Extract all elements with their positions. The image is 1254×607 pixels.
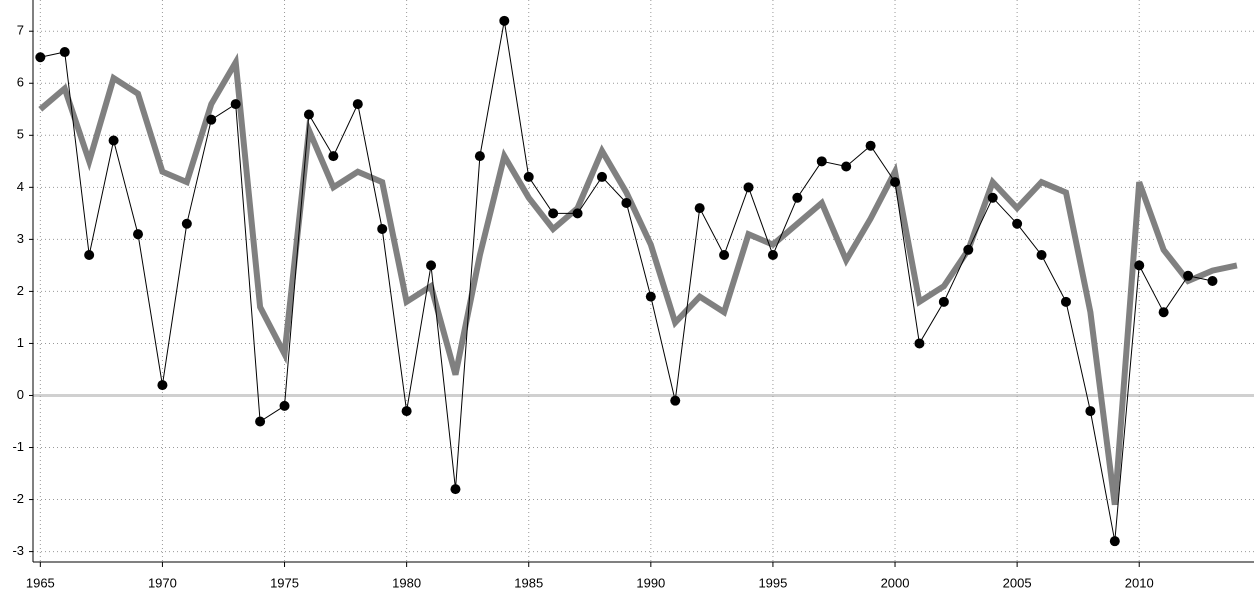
point <box>767 249 778 260</box>
point <box>621 197 632 208</box>
point <box>328 151 339 162</box>
y-tick-label: 1 <box>17 335 24 350</box>
point <box>670 395 681 406</box>
point <box>1036 249 1047 260</box>
point <box>426 260 437 271</box>
point <box>841 161 852 172</box>
point <box>377 223 388 234</box>
x-tick-label: 2000 <box>881 575 910 590</box>
point <box>1207 276 1218 286</box>
y-tick-label: 4 <box>17 179 24 194</box>
point <box>401 406 412 417</box>
point <box>719 249 730 260</box>
point <box>157 380 168 391</box>
point <box>450 484 461 495</box>
y-tick-label: 5 <box>17 127 24 142</box>
x-tick-label: 2005 <box>1003 575 1032 590</box>
series-line <box>38 52 1238 506</box>
point <box>1158 307 1169 318</box>
point <box>987 192 998 203</box>
x-tick-label: 1975 <box>270 575 299 590</box>
point <box>1085 406 1096 417</box>
point <box>1060 296 1071 307</box>
y-tick-label: 2 <box>17 283 24 298</box>
point <box>572 208 583 219</box>
point <box>59 47 70 58</box>
point <box>499 15 510 26</box>
point <box>181 218 192 229</box>
point <box>279 400 290 411</box>
point <box>133 229 144 240</box>
y-tick-label: 3 <box>17 231 24 246</box>
point <box>938 296 949 307</box>
y-tick-label: -1 <box>12 439 24 454</box>
x-tick-label: 2010 <box>1125 575 1154 590</box>
x-tick-label: 1985 <box>514 575 543 590</box>
point <box>84 249 95 260</box>
point <box>230 99 241 110</box>
point <box>352 99 363 110</box>
point <box>914 338 925 349</box>
point <box>1109 536 1120 547</box>
y-tick-label: 6 <box>17 75 24 90</box>
point <box>694 203 705 214</box>
y-tick-label: 0 <box>17 387 24 402</box>
point <box>303 109 314 120</box>
y-tick-label: 7 <box>17 23 24 38</box>
point <box>1183 270 1194 281</box>
y-tick-label: -2 <box>12 491 24 506</box>
x-tick-label: 1965 <box>26 575 55 590</box>
point <box>596 171 607 182</box>
x-tick-label: 1970 <box>148 575 177 590</box>
point <box>792 192 803 203</box>
point <box>890 177 901 188</box>
y-tick-label: -3 <box>12 543 24 558</box>
point <box>35 52 46 63</box>
point <box>523 171 534 182</box>
x-tick-label: 1995 <box>758 575 787 590</box>
point <box>865 140 876 151</box>
point <box>474 151 485 162</box>
point <box>816 156 827 167</box>
x-tick-label: 1990 <box>636 575 665 590</box>
point <box>548 208 559 219</box>
point <box>255 416 266 427</box>
x-tick-label: 1980 <box>392 575 421 590</box>
point <box>743 182 754 193</box>
point <box>963 244 974 255</box>
point <box>206 114 217 125</box>
point <box>645 291 656 302</box>
point <box>1012 218 1023 229</box>
point <box>108 135 119 146</box>
point <box>1134 260 1145 271</box>
